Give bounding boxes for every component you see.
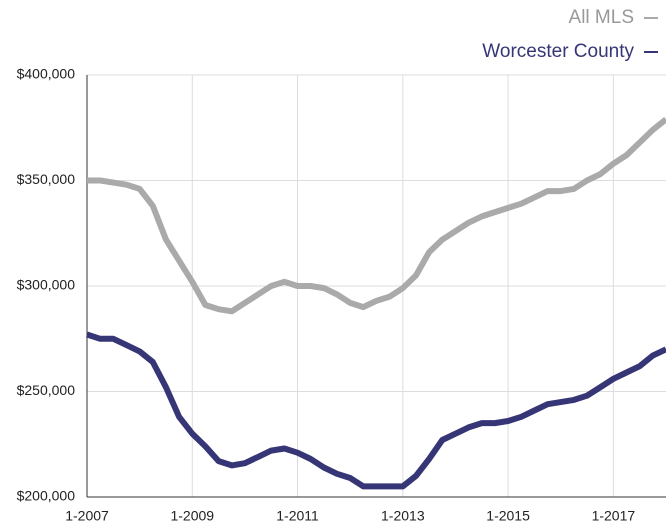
- y-tick-label: $200,000: [17, 488, 76, 504]
- x-tick-label: 1-2009: [170, 508, 214, 524]
- y-tick-label: $400,000: [17, 66, 76, 82]
- y-tick-label: $300,000: [17, 277, 76, 293]
- x-tick-label: 1-2011: [276, 508, 319, 524]
- legend-label: Worcester County: [482, 41, 634, 62]
- x-tick-label: 1-2013: [381, 508, 425, 524]
- x-tick-label: 1-2007: [65, 508, 109, 524]
- legend-label: All MLS: [569, 7, 634, 28]
- y-tick-label: $350,000: [17, 171, 76, 187]
- series-line: [87, 116, 666, 315]
- y-tick-label: $250,000: [17, 382, 76, 398]
- series-line: [86, 331, 666, 490]
- x-tick-label: 1-2017: [592, 508, 636, 524]
- x-tick-label: 1-2015: [486, 508, 530, 524]
